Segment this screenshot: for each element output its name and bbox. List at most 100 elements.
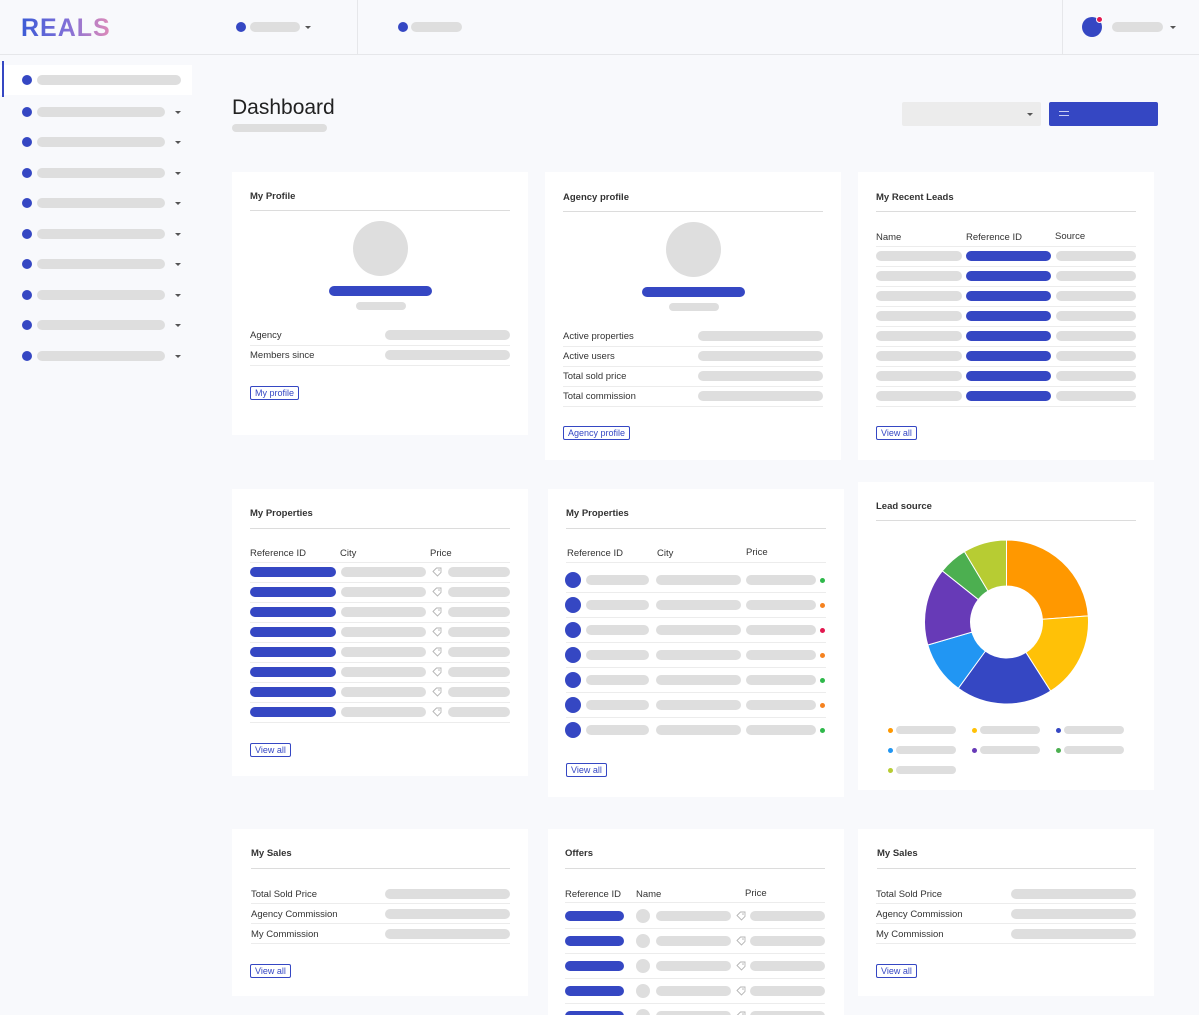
- row-value: [385, 929, 510, 939]
- legend-label: [896, 746, 956, 754]
- lead-source: [1056, 351, 1136, 361]
- notification-badge: [1096, 16, 1103, 23]
- lead-name: [876, 311, 962, 321]
- lead-reference-id: [966, 311, 1051, 321]
- row-divider: [876, 346, 1136, 347]
- property-city: [341, 587, 426, 597]
- lead-name: [876, 271, 962, 281]
- donut-slice[interactable]: [1006, 539, 1089, 620]
- offer-name: [656, 936, 731, 946]
- chevron-down-icon: [305, 26, 311, 29]
- chevron-down-icon: [175, 111, 181, 114]
- price-tag-icon: [432, 647, 442, 657]
- view-all-sales-button[interactable]: View all: [250, 964, 291, 978]
- selector-1-icon: [236, 22, 246, 32]
- legend-label: [896, 726, 956, 734]
- row-divider: [876, 266, 1136, 267]
- status-dot: [820, 728, 825, 733]
- legend-label: [1064, 726, 1124, 734]
- view-all-properties-button[interactable]: View all: [250, 743, 291, 757]
- row-label: Total commission: [563, 391, 636, 402]
- sidebar-item-7[interactable]: [0, 249, 192, 279]
- sidebar-item-label: [37, 259, 165, 269]
- agency-name: [642, 287, 745, 297]
- sidebar-item-1[interactable]: [0, 61, 192, 97]
- row-divider: [876, 406, 1136, 407]
- period-select[interactable]: [902, 102, 1041, 126]
- sidebar-item-label: [37, 351, 165, 361]
- price-tag-icon: [432, 567, 442, 577]
- status-dot: [820, 653, 825, 658]
- property-thumbnail: [565, 622, 581, 638]
- property-thumbnail: [565, 597, 581, 613]
- sidebar-item-8[interactable]: [0, 280, 192, 310]
- donut-slice[interactable]: [957, 650, 1052, 705]
- property-city: [341, 567, 426, 577]
- property-reference-id: [586, 625, 649, 635]
- offers-card: Offers Reference ID Name Price: [548, 829, 844, 1015]
- property-city: [656, 650, 741, 660]
- row-divider: [250, 642, 510, 643]
- property-city: [341, 707, 426, 717]
- view-all-properties-button[interactable]: View all: [566, 763, 607, 777]
- sidebar-item-icon: [22, 229, 32, 239]
- donut-slice[interactable]: [963, 539, 1007, 592]
- row-divider: [250, 722, 510, 723]
- row-divider: [250, 602, 510, 603]
- my-profile-card: My Profile Agency Members since My profi…: [232, 172, 528, 435]
- sidebar-item-6[interactable]: [0, 219, 192, 249]
- sidebar-item-2[interactable]: [0, 97, 192, 127]
- offer-price: [750, 1011, 825, 1015]
- price-tag-icon: [736, 936, 746, 946]
- view-all-sales-button[interactable]: View all: [876, 964, 917, 978]
- reals-logo[interactable]: REALS: [21, 14, 111, 42]
- legend-swatch: [972, 728, 977, 733]
- row-divider: [876, 386, 1136, 387]
- top-bar: REALS: [0, 0, 1199, 55]
- sidebar-item-9[interactable]: [0, 310, 192, 340]
- sidebar-item-icon: [22, 320, 32, 330]
- sidebar-item-5[interactable]: [0, 188, 192, 218]
- row-divider: [566, 692, 826, 693]
- column-header: Name: [876, 232, 902, 243]
- column-header: Price: [746, 547, 768, 558]
- lead-source: [1056, 271, 1136, 281]
- row-value: [698, 391, 823, 401]
- sidebar-item-10[interactable]: [0, 341, 192, 371]
- lead-reference-id: [966, 391, 1051, 401]
- lead-source: [1056, 311, 1136, 321]
- sidebar-item-4[interactable]: [0, 158, 192, 188]
- lead-source: [1056, 371, 1136, 381]
- card-title: My Properties: [566, 508, 629, 519]
- property-reference-id: [250, 587, 336, 597]
- column-header: City: [657, 548, 674, 559]
- agency-profile-card: Agency profile Active properties Active …: [545, 172, 841, 460]
- status-dot: [820, 678, 825, 683]
- lead-name: [876, 291, 962, 301]
- row-label: Agency: [250, 330, 282, 341]
- row-label: Members since: [250, 350, 315, 361]
- filter-button[interactable]: [1049, 102, 1158, 126]
- property-city: [656, 575, 741, 585]
- row-label: Active properties: [563, 331, 634, 342]
- lead-name: [876, 391, 962, 401]
- row-divider: [250, 622, 510, 623]
- view-all-leads-button[interactable]: View all: [876, 426, 917, 440]
- property-reference-id: [586, 675, 649, 685]
- row-divider: [566, 592, 826, 593]
- agency-profile-button[interactable]: Agency profile: [563, 426, 631, 440]
- my-profile-button[interactable]: My profile: [250, 386, 300, 400]
- my-sales-card-2: My Sales Total Sold Price Agency Commiss…: [858, 829, 1154, 996]
- row-label: Total Sold Price: [251, 889, 318, 900]
- property-reference-id: [250, 707, 336, 717]
- property-city: [341, 627, 426, 637]
- offer-price: [750, 936, 825, 946]
- sidebar-item-icon: [22, 107, 32, 117]
- property-reference-id: [586, 700, 649, 710]
- sidebar-item-label: [37, 75, 181, 85]
- price-tag-icon: [736, 911, 746, 921]
- agency-avatar: [666, 222, 721, 277]
- sidebar-item-label: [37, 168, 165, 178]
- card-title: My Sales: [877, 848, 918, 859]
- sidebar-item-3[interactable]: [0, 127, 192, 157]
